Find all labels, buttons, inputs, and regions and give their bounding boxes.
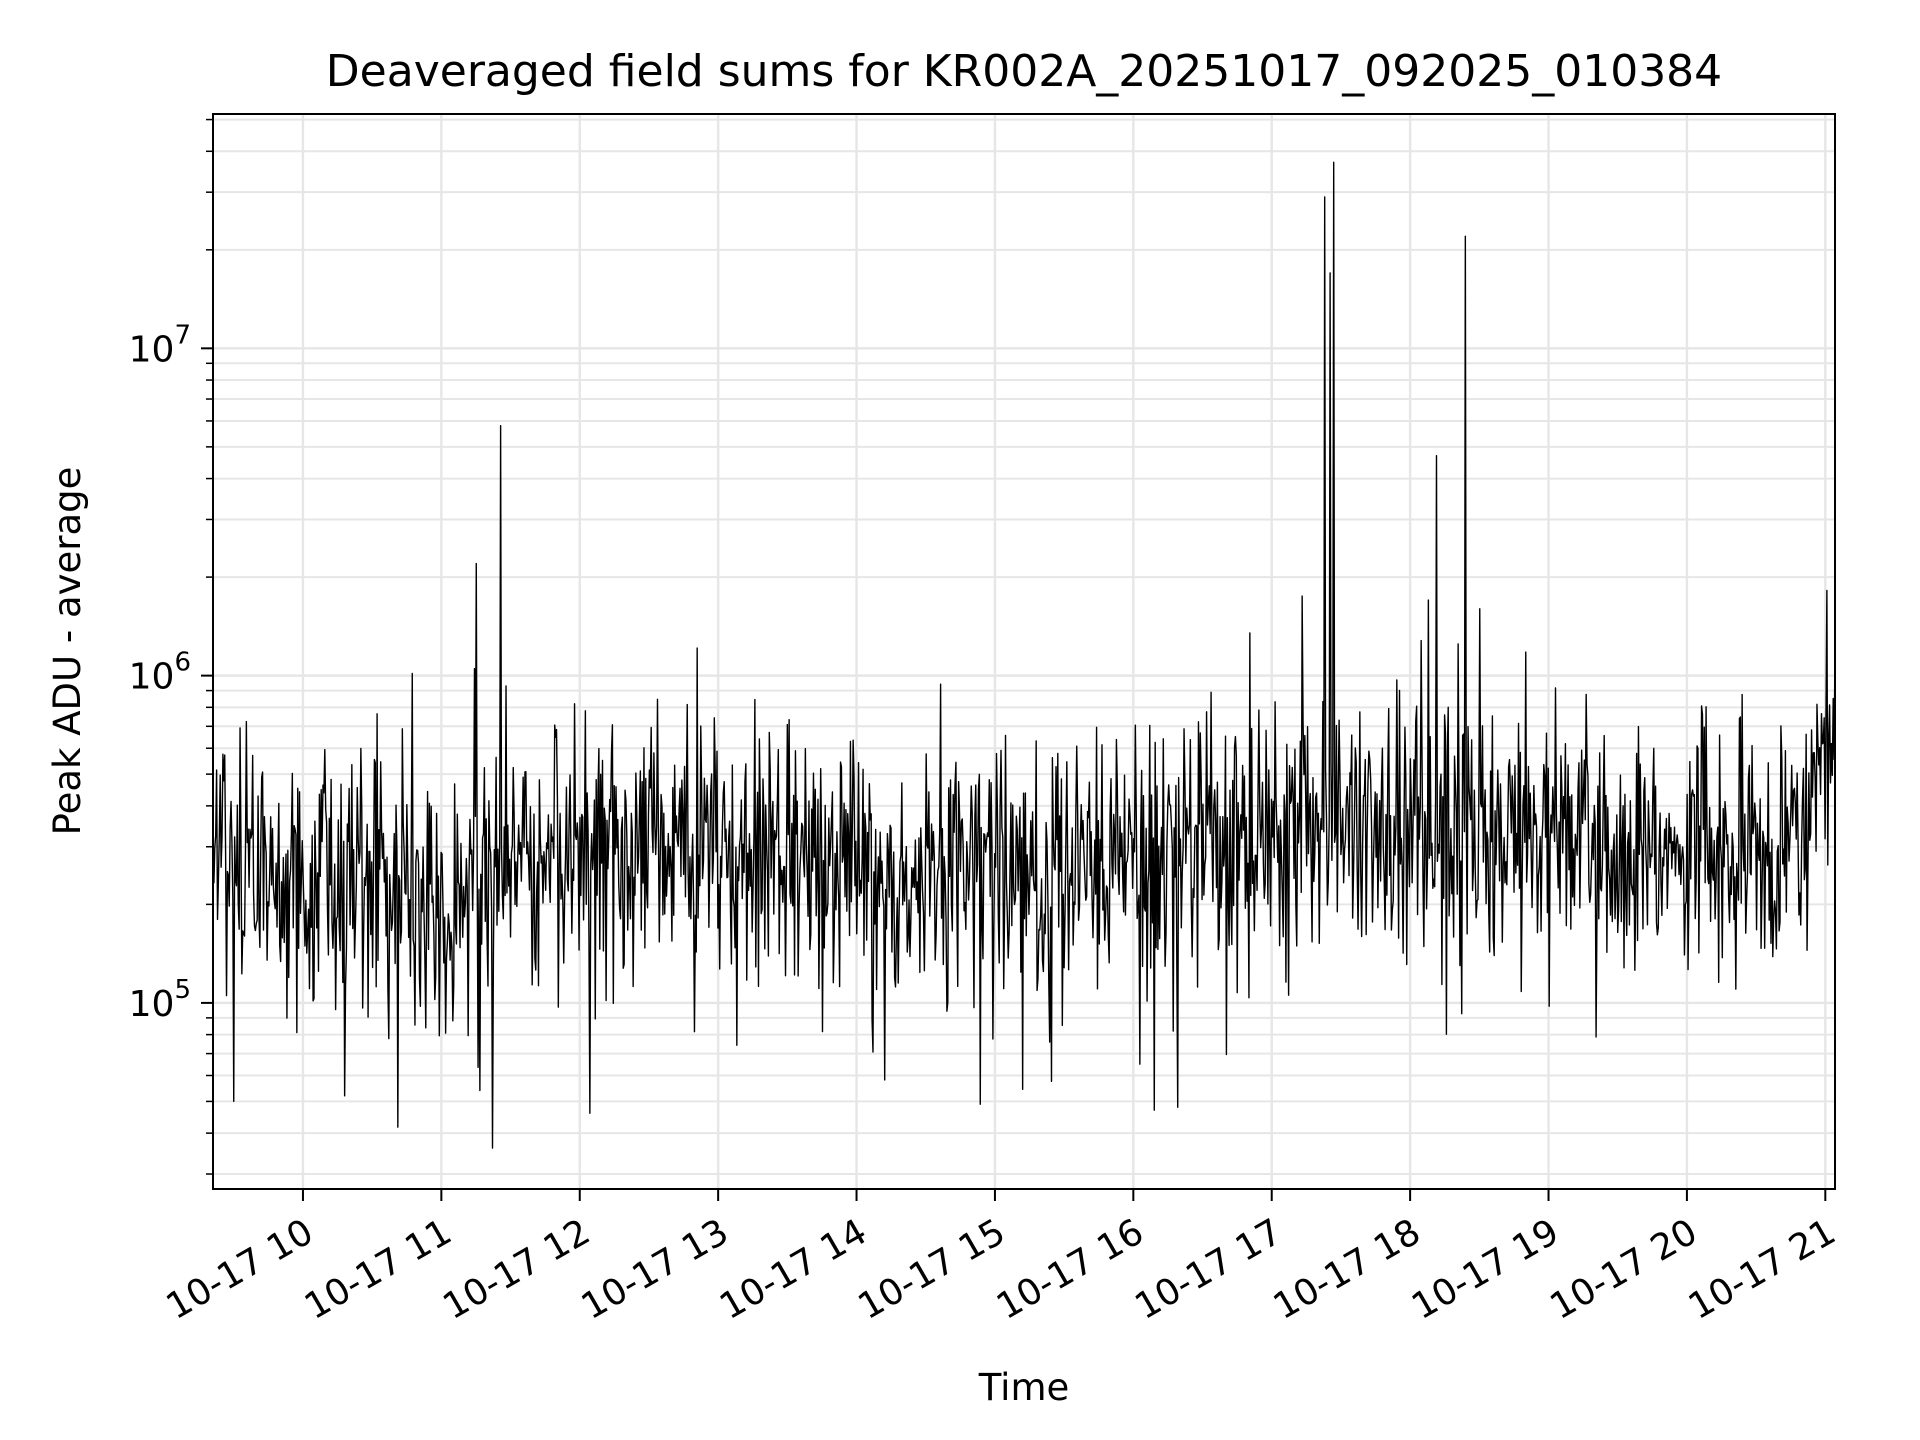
y-tick-label: 107 [129, 320, 191, 370]
y-tick-base: 10 [129, 657, 175, 698]
y-tick-label: 106 [129, 648, 191, 698]
chart-title: Deaveraged field sums for KR002A_2025101… [326, 46, 1722, 97]
y-tick-exponent: 5 [174, 975, 191, 1005]
y-tick-label: 105 [129, 975, 191, 1025]
plot-frame [212, 113, 1836, 1190]
series [212, 161, 1836, 1149]
y-tick-exponent: 7 [174, 320, 191, 350]
y-tick-base: 10 [129, 984, 175, 1025]
data-line [212, 161, 1836, 1149]
x-axis-label: Time [978, 1366, 1070, 1409]
y-axis-label: Peak ADU - average [46, 467, 89, 836]
y-tick-base: 10 [129, 329, 175, 370]
y-tick-exponent: 6 [174, 648, 191, 678]
